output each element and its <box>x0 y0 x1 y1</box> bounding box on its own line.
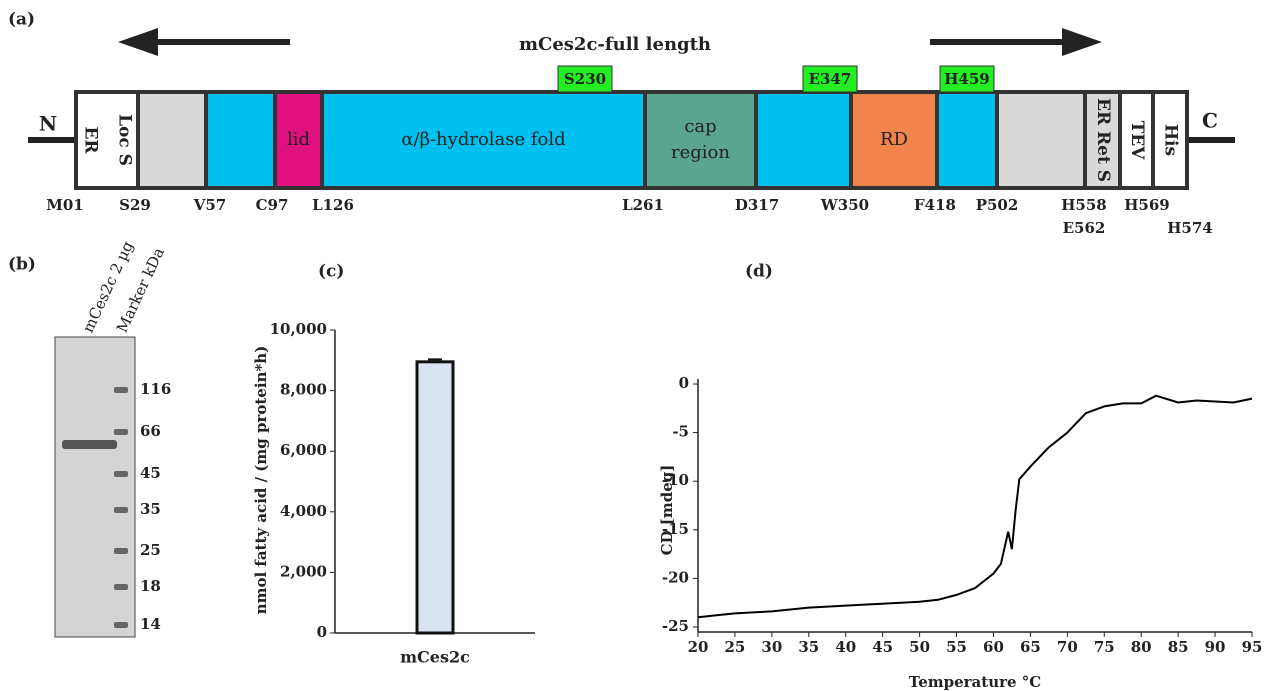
residue-label: S29 <box>119 196 151 214</box>
segment-label: lid <box>287 129 310 150</box>
marker-band <box>114 548 128 554</box>
segment-label: ER Ret S <box>1093 98 1113 182</box>
y-axis-title: nmol fatty acid / (mg protein*h) <box>252 346 270 615</box>
domain-segment <box>937 92 997 188</box>
residue-label: P502 <box>976 196 1019 214</box>
x-tick-label: 85 <box>1168 638 1189 656</box>
residue-label: V57 <box>193 196 227 214</box>
x-tick-label: 55 <box>946 638 967 656</box>
segment-label: Loc S <box>115 114 135 166</box>
x-tick-label: 60 <box>983 638 1004 656</box>
domain-segment <box>206 92 275 188</box>
residue-label: H558 <box>1061 196 1106 214</box>
x-axis-title: Temperature °C <box>909 673 1042 691</box>
y-tick-label: 10,000 <box>270 320 327 338</box>
active-site: S230 <box>564 70 606 88</box>
marker-band <box>114 507 128 513</box>
x-tick-label: 20 <box>688 638 709 656</box>
residue-label: D317 <box>735 196 779 214</box>
sample-band <box>62 440 117 449</box>
segment-label: ER <box>81 126 101 154</box>
panel-label: (b) <box>8 255 36 275</box>
x-tick-label: 40 <box>835 638 856 656</box>
x-tick-label: mCes2c <box>400 648 470 667</box>
x-tick-label: 70 <box>1057 638 1078 656</box>
residue-label: W350 <box>820 196 869 214</box>
panel-label: (c) <box>318 262 344 282</box>
residue-label: F418 <box>914 196 956 214</box>
x-tick-label: 90 <box>1205 638 1226 656</box>
x-tick-label: 25 <box>724 638 745 656</box>
x-tick-label: 45 <box>872 638 893 656</box>
line-series <box>698 396 1252 618</box>
marker-label: 14 <box>140 615 161 633</box>
residue-label: L126 <box>312 196 354 214</box>
x-tick-label: 50 <box>909 638 930 656</box>
left-arrowhead <box>118 28 158 56</box>
marker-band <box>114 429 128 435</box>
y-tick-label: 2,000 <box>280 562 327 580</box>
marker-label: 116 <box>140 380 171 398</box>
marker-label: 66 <box>140 422 161 440</box>
x-tick-label: 80 <box>1131 638 1152 656</box>
segment-label: TEV <box>1127 121 1147 161</box>
bar <box>417 362 453 633</box>
marker-band <box>114 584 128 590</box>
residue-label: C97 <box>256 196 289 214</box>
marker-label: 25 <box>140 541 161 559</box>
segment-label: region <box>671 142 730 163</box>
active-site: E347 <box>809 70 852 88</box>
y-tick-label: 6,000 <box>280 441 327 459</box>
y-tick-label: 8,000 <box>280 381 327 399</box>
panel-label: (a) <box>8 10 35 30</box>
y-tick-label: 0 <box>679 374 689 392</box>
segment-label: RD <box>880 129 908 150</box>
x-tick-label: 75 <box>1094 638 1115 656</box>
gel <box>55 337 135 637</box>
domain-segment <box>138 92 206 188</box>
y-tick-label: -5 <box>672 423 689 441</box>
x-tick-label: 65 <box>1020 638 1041 656</box>
marker-band <box>114 622 128 628</box>
panel-label: (d) <box>745 262 773 282</box>
y-tick-label: 4,000 <box>280 502 327 520</box>
c-terminus: C <box>1202 109 1218 133</box>
x-tick-label: 35 <box>798 638 819 656</box>
y-tick-label: -25 <box>662 617 689 635</box>
residue-label: H569 <box>1124 196 1169 214</box>
y-axis-title: CD [mdeg] <box>658 465 676 556</box>
residue-label: L261 <box>622 196 664 214</box>
residue-label: M01 <box>46 196 83 214</box>
marker-band <box>114 471 128 477</box>
marker-band <box>114 387 128 393</box>
x-tick-label: 95 <box>1242 638 1263 656</box>
x-tick-label: 30 <box>761 638 782 656</box>
y-tick-label: 0 <box>317 623 327 641</box>
residue-label: E562 <box>1063 219 1106 237</box>
segment-label: cap <box>684 116 716 137</box>
residue-label: H574 <box>1167 219 1212 237</box>
segment-label: α/β-hydrolase fold <box>401 129 565 150</box>
domain-segment <box>997 92 1085 188</box>
marker-label: 35 <box>140 500 161 518</box>
figure: (a) (b) (c) (d) mCes2c-full length N C ER Loc S l… <box>0 0 1268 691</box>
right-arrowhead <box>1062 28 1102 56</box>
marker-label: 45 <box>140 464 161 482</box>
domain-segment <box>645 92 756 188</box>
segment-label: His <box>1161 124 1181 156</box>
y-tick-label: -20 <box>662 568 689 586</box>
active-site: H459 <box>944 70 989 88</box>
domain-segment <box>756 92 851 188</box>
n-terminus: N <box>39 112 57 136</box>
map-title: mCes2c-full length <box>519 34 711 55</box>
marker-label: 18 <box>140 577 161 595</box>
